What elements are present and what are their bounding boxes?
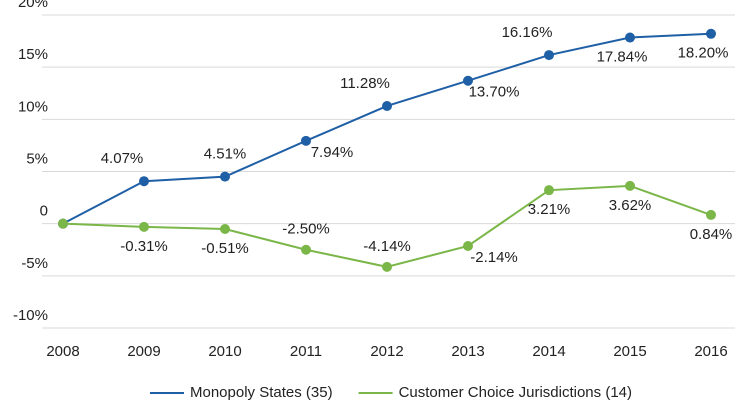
data-label: 18.20% <box>678 45 729 62</box>
data-point <box>220 171 230 182</box>
data-label: 3.21% <box>528 201 571 218</box>
x-tick-label: 2012 <box>370 343 403 360</box>
data-label: -0.31% <box>120 238 168 255</box>
data-label: 13.70% <box>469 84 520 101</box>
data-label: -2.14% <box>470 249 518 266</box>
data-point <box>139 176 149 187</box>
data-label: 16.16% <box>502 24 553 41</box>
data-point <box>544 185 554 196</box>
data-point <box>706 28 716 39</box>
data-label: 7.94% <box>311 144 354 161</box>
data-point <box>544 50 554 61</box>
legend-label: Customer Choice Jurisdictions (14) <box>399 384 632 401</box>
data-label: 4.07% <box>101 150 144 167</box>
data-point <box>382 261 392 272</box>
data-label: 17.84% <box>597 49 648 66</box>
data-point <box>220 223 230 234</box>
legend-label: Monopoly States (35) <box>190 384 333 401</box>
y-tick-label: 10% <box>18 98 48 115</box>
data-point <box>301 135 311 146</box>
x-tick-label: 2009 <box>127 343 160 360</box>
data-point <box>625 32 635 43</box>
data-label: 3.62% <box>609 197 652 214</box>
data-point <box>139 221 149 232</box>
y-tick-label: 0 <box>40 203 48 220</box>
y-tick-label: 20% <box>18 0 48 11</box>
y-tick-label: 5% <box>26 150 48 167</box>
data-point <box>625 180 635 191</box>
data-label: 11.28% <box>340 75 390 92</box>
x-tick-label: 2013 <box>451 343 484 360</box>
data-label: -2.50% <box>282 221 330 238</box>
data-point <box>463 75 473 86</box>
x-tick-label: 2016 <box>694 343 727 360</box>
x-tick-label: 2011 <box>290 343 322 360</box>
x-tick-label: 2014 <box>532 343 565 360</box>
data-point <box>301 244 311 255</box>
data-label: -0.51% <box>201 240 249 257</box>
y-tick-label: -10% <box>13 307 48 324</box>
y-tick-label: 15% <box>18 46 48 63</box>
data-point <box>58 218 68 229</box>
data-label: 4.51% <box>204 146 247 163</box>
data-point <box>706 209 716 220</box>
x-tick-label: 2008 <box>46 343 79 360</box>
data-label: -4.14% <box>363 238 411 255</box>
data-label: 0.84% <box>690 226 733 243</box>
data-point <box>382 100 392 111</box>
data-point <box>463 240 473 251</box>
x-tick-label: 2010 <box>208 343 241 360</box>
x-tick-label: 2015 <box>613 343 646 360</box>
y-tick-label: -5% <box>21 255 48 272</box>
